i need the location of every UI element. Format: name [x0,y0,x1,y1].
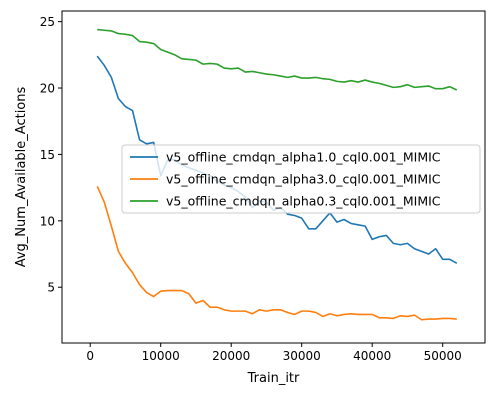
y-tick-label: 25 [40,15,55,29]
legend-label-1: v5_offline_cmdqn_alpha1.0_cql0.001_MIMIC [166,150,441,165]
plot-frame [61,10,486,344]
x-axis-ticks: 0 10000 20000 30000 40000 50000 [86,343,462,363]
legend: v5_offline_cmdqn_alpha1.0_cql0.001_MIMIC… [121,144,481,214]
x-axis-label: Train_itr [247,371,300,386]
y-tick-label: 20 [40,82,55,96]
legend-label-2: v5_offline_cmdqn_alpha3.0_cql0.001_MIMIC [166,172,441,187]
x-tick-label: 10000 [142,349,180,363]
legend-label-3: v5_offline_cmdqn_alpha0.3_cql0.001_MIMIC [166,194,441,209]
y-tick-label: 10 [40,214,55,228]
series-line-2 [96,185,457,321]
series-line-3 [97,28,458,91]
x-tick-label: 20000 [212,349,250,363]
y-tick-label: 15 [40,148,55,162]
y-axis-ticks: 5 10 15 20 25 [40,15,62,295]
y-tick-label: 5 [47,281,55,295]
x-tick-label: 40000 [353,349,391,363]
y-axis-label: Avg_Num_Available_Actions [14,87,29,268]
legend-box [121,144,481,214]
x-tick-label: 30000 [283,349,321,363]
x-tick-label: 0 [86,349,94,363]
x-tick-label: 50000 [424,349,462,363]
